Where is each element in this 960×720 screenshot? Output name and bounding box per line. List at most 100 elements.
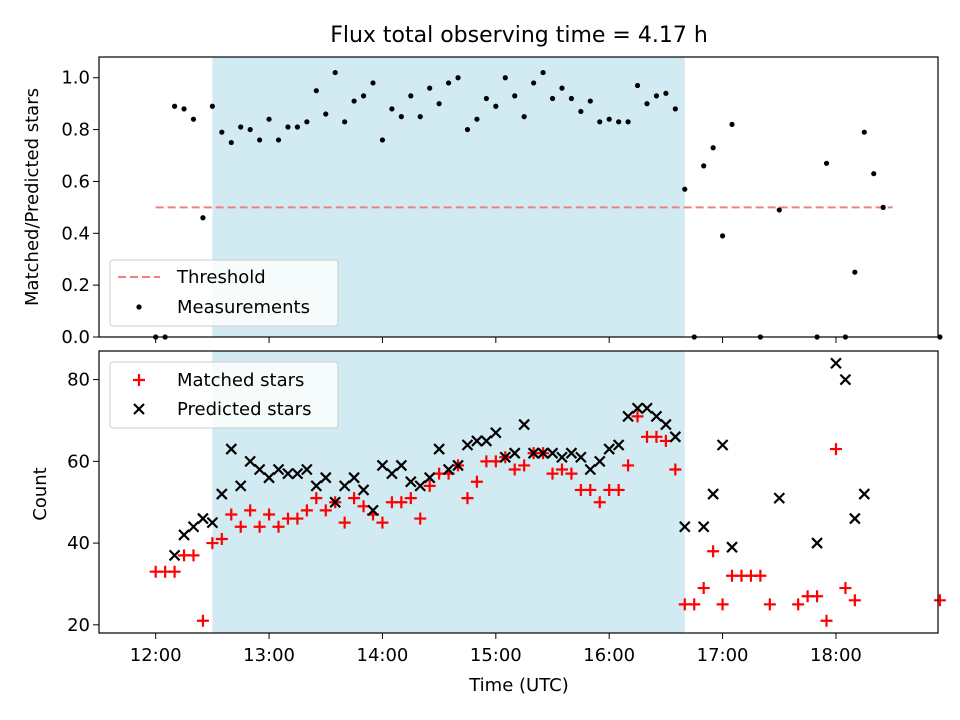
x-axis-label: Time (UTC) — [468, 675, 569, 696]
predicted-stars-point — [508, 447, 521, 459]
predicted-stars-point — [301, 463, 313, 476]
predicted-stars-point — [603, 443, 615, 455]
predicted-stars-point — [414, 480, 427, 492]
measurements-point — [247, 126, 253, 133]
matched-stars-point — [310, 492, 323, 505]
predicted-stars-point — [272, 463, 285, 476]
matched-stars-point — [348, 492, 361, 505]
chart-title: Flux total observing time = 4.17 h — [330, 23, 708, 48]
predicted-stars-point — [197, 512, 209, 525]
matched-stars-point — [688, 598, 701, 611]
predicted-stars-point — [376, 459, 389, 472]
predicted-stars-point — [631, 402, 644, 414]
measurements-point — [266, 116, 272, 122]
matched-stars-point — [291, 512, 304, 525]
predicted-stars-legend-marker — [133, 403, 145, 415]
matched-stars-point — [244, 504, 257, 517]
measurements-point — [606, 116, 612, 122]
measurements-point — [549, 95, 556, 102]
y-tick-label: 0.8 — [61, 120, 90, 141]
matched-stars-point — [763, 598, 776, 611]
predicted-stars-point — [461, 439, 474, 451]
predicted-stars-point — [395, 459, 408, 472]
matched-stars-point — [848, 594, 861, 607]
measurements-point — [455, 75, 461, 81]
measurements-point — [493, 103, 499, 109]
measurements-point — [710, 145, 716, 151]
measurements-point — [540, 69, 546, 76]
predicted-stars-point — [518, 418, 530, 431]
measurements-point — [370, 80, 376, 86]
matched-stars-point — [225, 508, 238, 521]
measurements-point — [228, 139, 234, 146]
matched-stars-point — [565, 467, 578, 480]
matched-stars-point — [414, 512, 427, 525]
predicted-stars-point — [178, 529, 190, 541]
predicted-stars-point — [348, 471, 360, 484]
measurements-point — [304, 119, 310, 125]
matched-stars-legend-marker — [133, 374, 145, 386]
x-tick-label: 17:00 — [697, 645, 749, 666]
predicted-stars-point — [584, 463, 597, 476]
matched-stars-point — [754, 569, 767, 582]
matched-stars-point — [338, 516, 351, 529]
measurements-point — [209, 103, 215, 109]
measurements-point — [323, 111, 329, 117]
measurements-point — [653, 93, 660, 99]
predicted-stars-point — [679, 520, 691, 533]
measurements-point — [389, 106, 395, 112]
predicted-stars-point — [546, 447, 559, 459]
predicted-stars-point — [612, 439, 625, 451]
predicted-stars-point — [726, 541, 738, 553]
measurements-point — [634, 82, 641, 89]
predicted-stars-point — [480, 435, 493, 447]
y-tick-label: 0.6 — [61, 171, 90, 192]
measurements-point — [512, 93, 518, 99]
predicted-stars-legend-label: Predicted stars — [177, 399, 311, 420]
measurements-point — [568, 95, 575, 102]
x-tick-label: 18:00 — [810, 645, 862, 666]
measurements-point — [332, 69, 338, 76]
measurements-point — [483, 95, 489, 102]
y-tick-label: 1.0 — [61, 68, 90, 89]
matched-stars-point — [234, 520, 247, 533]
matched-stars-point — [555, 463, 568, 476]
matched-stars-point — [593, 496, 606, 509]
predicted-stars-point — [244, 455, 256, 468]
measurements-point — [464, 126, 471, 133]
predicted-stars-point — [660, 418, 672, 431]
predicted-stars-point — [537, 447, 549, 459]
measurements-point — [238, 124, 244, 130]
predicted-stars-point — [593, 455, 606, 468]
measurements-point — [682, 186, 688, 192]
predicted-stars-point — [282, 467, 294, 480]
predicted-stars-point — [225, 443, 238, 455]
y-tick-label: 0.2 — [61, 275, 90, 296]
predicted-stars-point — [433, 443, 445, 455]
predicted-stars-point — [216, 488, 228, 500]
measurements-point — [445, 80, 452, 86]
matched-stars-point — [669, 463, 682, 476]
predicted-stars-point — [471, 435, 483, 447]
measurements-point — [729, 121, 735, 128]
predicted-stars-point — [716, 439, 729, 451]
matched-stars-point — [187, 549, 200, 562]
y-tick-label: 40 — [67, 533, 90, 554]
predicted-stars-point — [168, 549, 181, 562]
measurements-point — [285, 124, 291, 130]
measurements-point — [398, 114, 404, 120]
matched-stars-point — [631, 410, 644, 423]
predicted-stars-point — [319, 471, 332, 484]
matched-stars-point — [792, 598, 805, 611]
measurements-point — [171, 103, 178, 109]
measurements-point — [578, 108, 584, 115]
matched-stars-point — [263, 508, 276, 521]
matched-stars-point — [423, 479, 436, 492]
x-tick-label: 16:00 — [583, 645, 635, 666]
measurements-point — [436, 101, 442, 107]
bottom-legend: Matched stars Predicted stars — [109, 361, 339, 429]
top-y-axis-label: Matched/Predicted stars — [22, 88, 43, 306]
measurements-point — [408, 93, 414, 99]
measurements-point — [531, 80, 537, 86]
matched-stars-point — [196, 614, 209, 627]
